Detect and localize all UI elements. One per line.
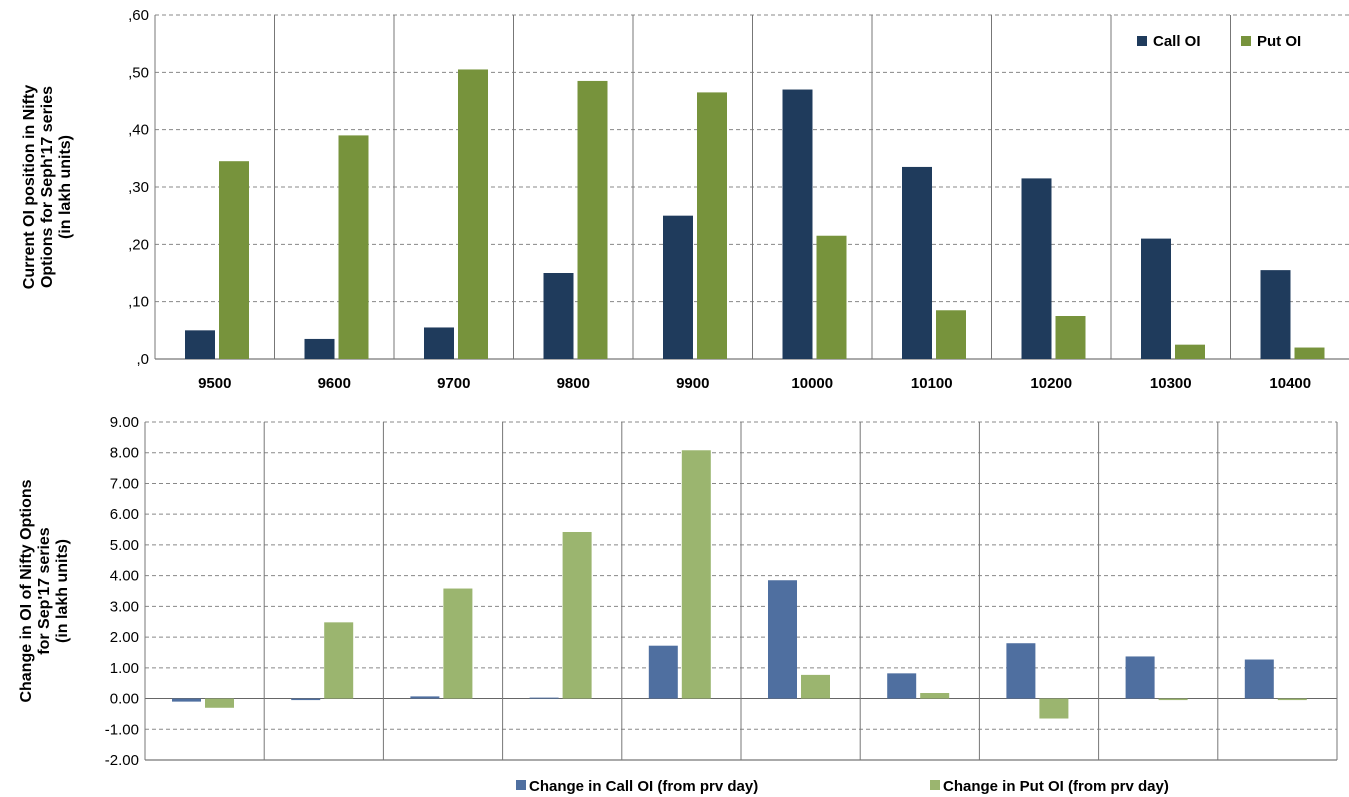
y-tick-label: 5.00 (110, 537, 139, 554)
y-tick-label: ,50 (128, 64, 149, 81)
y-tick-label: 0.00 (110, 691, 139, 708)
bar-b-9700 (458, 69, 488, 359)
bar-b-10000 (816, 235, 847, 359)
bar-b-10300 (1158, 698, 1188, 701)
bar-b-9500 (205, 698, 234, 708)
bar-b-10200 (1039, 698, 1069, 719)
bar-b-9500 (219, 161, 249, 359)
y-tick-label: 4.00 (110, 568, 139, 585)
x-tick-label: 10300 (1150, 375, 1192, 392)
bar-a-9600 (291, 698, 321, 701)
y-tick-label: ,10 (128, 294, 149, 311)
bar-b-9900 (681, 450, 711, 699)
bar-a-10000 (768, 580, 797, 699)
bar-b-9800 (562, 532, 592, 699)
y-tick-label: ,30 (128, 179, 149, 196)
bar-b-10400 (1294, 347, 1325, 359)
bar-b-10300 (1175, 344, 1205, 359)
legend-label: Call OI (1153, 33, 1201, 50)
bar-b-10000 (801, 674, 830, 699)
x-tick-label: 10000 (791, 375, 833, 392)
bar-a-9700 (410, 696, 440, 699)
legend-swatch (1137, 36, 1147, 46)
bar-b-10200 (1055, 316, 1086, 359)
bar-a-10100 (887, 673, 917, 699)
legend-label: Change in Call OI (from prv day) (529, 778, 758, 795)
y-axis-label-line: Current OI position in Nifty (21, 85, 38, 290)
bar-a-9500 (185, 330, 215, 359)
y-axis-label-line: Options for Seph'17 series (39, 86, 56, 288)
bar-a-10000 (782, 89, 813, 360)
y-tick-label: ,40 (128, 122, 149, 139)
x-tick-label: 9800 (557, 375, 590, 392)
legend-label: Put OI (1257, 33, 1301, 50)
chart-panel-2: -2.00 -1.00 0.00 1.00 2.00 3.00 4.00 5.00 6.00 7.… (18, 414, 1338, 795)
y-tick-label: 3.00 (110, 598, 139, 615)
x-tick-label: 9900 (676, 375, 709, 392)
legend-swatch (1241, 36, 1251, 46)
y-axis-label-line: (in lakh units) (54, 539, 71, 643)
bar-a-10300 (1141, 238, 1171, 359)
bar-a-9900 (663, 215, 693, 359)
y-axis-label-line: for Sep'17 series (36, 527, 53, 655)
bar-a-9800 (543, 273, 574, 359)
legend-swatch (516, 780, 526, 790)
bar-a-10400 (1260, 270, 1291, 359)
bar-b-9900 (697, 92, 727, 360)
y-tick-label: 9.00 (110, 414, 139, 431)
x-tick-label: 10200 (1030, 375, 1072, 392)
legend-label: Change in Put OI (from prv day) (943, 778, 1169, 795)
y-tick-label: ,20 (128, 236, 149, 253)
bar-a-9800 (529, 697, 559, 699)
y-tick-label: 2.00 (110, 629, 139, 646)
bar-a-10300 (1125, 656, 1155, 699)
x-tick-label: 9600 (318, 375, 351, 392)
y-tick-label: -2.00 (105, 752, 139, 769)
legend-swatch (930, 780, 940, 790)
x-tick-label: 10100 (911, 375, 953, 392)
y-tick-label: -1.00 (105, 721, 139, 738)
bar-b-10100 (920, 693, 950, 699)
bar-b-9800 (577, 80, 608, 359)
y-axis-label-line: (in lakh units) (57, 135, 74, 239)
y-tick-label: 1.00 (110, 660, 139, 677)
bar-b-9600 (338, 135, 369, 359)
y-axis-label: Change in OI of Nifty Optionsfor Sep'17 … (18, 479, 71, 702)
y-tick-label: ,0 (136, 351, 149, 368)
bar-b-9600 (324, 622, 354, 699)
bar-a-10200 (1006, 643, 1036, 699)
bar-a-9700 (424, 327, 454, 359)
y-tick-label: ,60 (128, 7, 149, 24)
bar-a-10400 (1244, 659, 1274, 699)
bar-b-9700 (443, 588, 473, 699)
bar-b-10100 (936, 310, 966, 359)
y-axis-label: Current OI position in NiftyOptions for … (21, 85, 74, 290)
y-tick-label: 6.00 (110, 506, 139, 523)
y-tick-label: 7.00 (110, 475, 139, 492)
chart-panel-1: ,0 ,10 ,20 ,30 ,40 ,50 ,60 9500 9600 9700 9800 9900… (21, 7, 1349, 392)
bar-a-9600 (304, 338, 335, 359)
x-tick-label: 9700 (437, 375, 470, 392)
y-tick-label: 8.00 (110, 445, 139, 462)
bar-a-9500 (172, 698, 201, 702)
x-tick-label: 10400 (1269, 375, 1311, 392)
bar-b-10400 (1277, 698, 1307, 701)
x-tick-label: 9500 (198, 375, 231, 392)
bar-a-10200 (1021, 178, 1052, 359)
bar-a-10100 (902, 166, 932, 359)
y-axis-label-line: Change in OI of Nifty Options (18, 479, 35, 702)
bar-a-9900 (648, 645, 678, 699)
